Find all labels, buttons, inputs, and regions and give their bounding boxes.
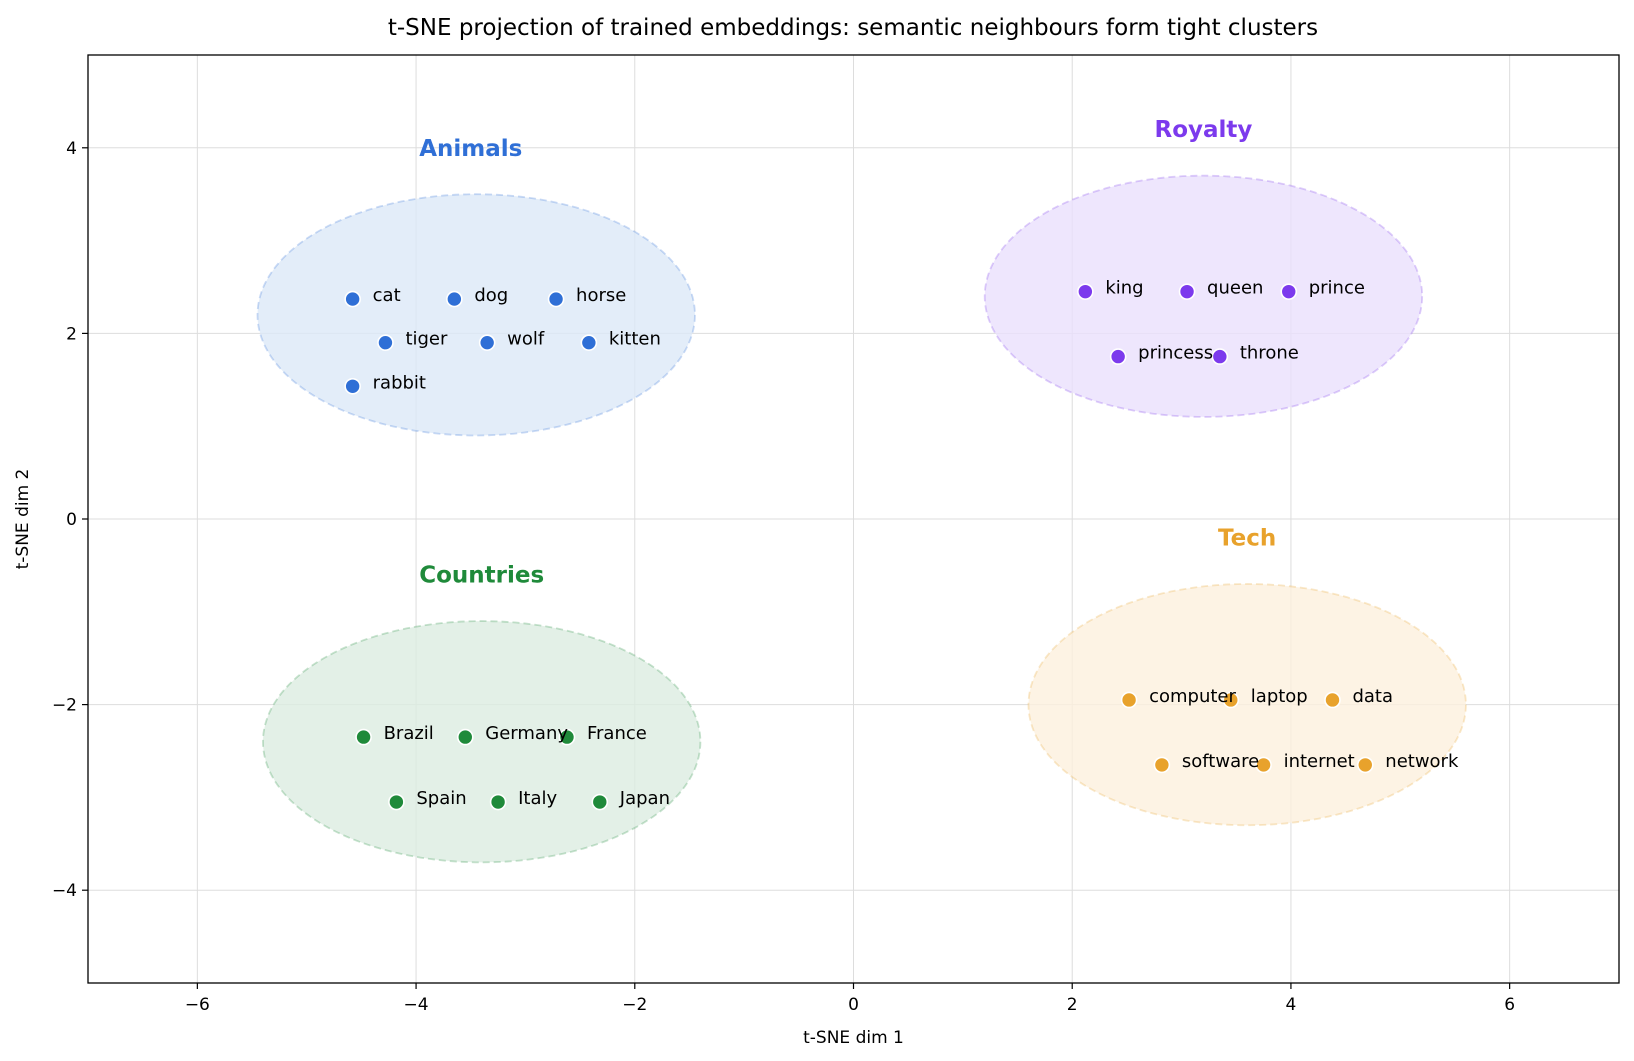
point-label-software: software [1182, 751, 1259, 772]
point-software [1153, 756, 1171, 774]
point-internet [1255, 756, 1272, 774]
point-tiger [377, 334, 394, 351]
point-princess [1109, 348, 1127, 365]
point-japan [591, 793, 609, 811]
point-prince [1280, 283, 1298, 300]
point-queen [1178, 283, 1196, 300]
point-label-princess: princess [1138, 343, 1213, 364]
grid-lines [88, 55, 1619, 983]
point-label-spain: Spain [416, 788, 466, 809]
x-tick-label: 0 [848, 995, 859, 1015]
point-cat [344, 290, 361, 308]
point-label-data: data [1352, 686, 1393, 707]
cluster-ellipse-royalty [983, 174, 1424, 418]
point-computer [1120, 691, 1138, 709]
point-network [1356, 756, 1374, 774]
point-label-internet: internet [1284, 751, 1355, 772]
point-label-rabbit: rabbit [373, 372, 426, 393]
point-wolf [478, 334, 496, 351]
chart-title: t-SNE projection of trained embeddings: … [388, 15, 1318, 41]
x-axis-label: t-SNE dim 1 [803, 1028, 904, 1048]
y-tick-label: −4 [52, 881, 77, 901]
point-label-dog: dog [474, 285, 508, 306]
point-kitten [580, 334, 598, 351]
x-tick-label: 2 [1067, 995, 1078, 1015]
point-label-germany: Germany [485, 723, 568, 744]
cluster-ellipse-animals [256, 193, 696, 437]
point-brazil [355, 728, 372, 746]
point-horse [547, 290, 565, 308]
x-tick-label: −6 [185, 995, 210, 1015]
x-tick-label: −2 [622, 995, 647, 1015]
y-tick-label: −2 [52, 696, 77, 716]
point-label-italy: Italy [518, 788, 557, 809]
point-king [1077, 283, 1094, 300]
point-laptop [1222, 691, 1240, 709]
y-axis-label: t-SNE dim 2 [13, 469, 33, 570]
point-rabbit [344, 377, 361, 395]
point-germany [456, 728, 474, 746]
point-label-king: king [1105, 278, 1143, 299]
point-label-kitten: kitten [609, 329, 661, 350]
y-tick-label: 4 [66, 139, 77, 159]
cluster-label-countries: Countries [419, 563, 544, 589]
point-label-network: network [1385, 751, 1459, 772]
point-italy [489, 793, 507, 811]
data-points [344, 283, 1374, 811]
x-tick-label: −4 [404, 995, 429, 1015]
point-label-wolf: wolf [507, 329, 545, 350]
point-label-throne: throne [1240, 343, 1299, 364]
point-label-horse: horse [576, 285, 626, 306]
cluster-ellipse-countries [262, 620, 702, 864]
point-label-prince: prince [1309, 278, 1365, 299]
point-label-france: France [587, 723, 647, 744]
point-dog [446, 290, 463, 308]
cluster-label-animals: Animals [419, 136, 522, 162]
point-label-cat: cat [373, 285, 401, 306]
point-label-queen: queen [1207, 278, 1263, 299]
point-label-computer: computer [1149, 686, 1236, 707]
y-tick-label: 0 [66, 510, 77, 530]
cluster-label-royalty: Royalty [1154, 117, 1252, 143]
x-tick-label: 6 [1504, 995, 1515, 1015]
point-data [1324, 691, 1341, 709]
point-label-brazil: Brazil [384, 723, 434, 744]
point-label-tiger: tiger [405, 329, 448, 350]
point-spain [388, 793, 405, 811]
cluster-label-tech: Tech [1218, 526, 1276, 552]
point-label-laptop: laptop [1251, 686, 1308, 707]
x-tick-label: 4 [1286, 995, 1297, 1015]
point-label-japan: Japan [619, 788, 670, 809]
point-france [558, 728, 576, 746]
point-labels: cat dog horse tiger wolf kitten rabbit king quee… [373, 278, 1459, 809]
cluster-labels: Animals Royalty Countries Tech [419, 117, 1276, 588]
y-tick-label: 2 [66, 324, 77, 344]
axis-ticks: −6 −4 −2 0 2 4 6 −4 −2 0 2 4 [52, 139, 1515, 1015]
cluster-ellipse-tech [1027, 583, 1467, 827]
cluster-ellipses [256, 174, 1467, 864]
point-throne [1211, 348, 1229, 365]
